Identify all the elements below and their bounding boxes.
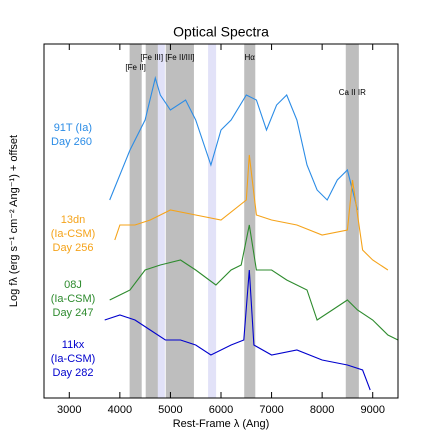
series-label: Day 247 — [53, 307, 94, 319]
shaded-band — [244, 44, 256, 398]
x-tick-label: 5000 — [158, 404, 182, 416]
series-label: 08J — [64, 279, 82, 291]
shaded-band — [145, 44, 158, 398]
band-label: [Fe II] — [125, 63, 145, 72]
band-label: Ca II IR — [339, 88, 366, 97]
series-label: Day 282 — [53, 367, 94, 379]
spectrum-line — [109, 224, 399, 341]
shaded-band — [129, 44, 142, 398]
x-tick-label: 6000 — [209, 404, 233, 416]
x-tick-label: 8000 — [310, 404, 334, 416]
x-axis-label: Rest-Frame λ (Ang) — [173, 418, 270, 430]
series-label: 13dn — [61, 214, 85, 226]
band-label: [Fe II/III] — [165, 53, 194, 62]
x-tick-label: 3000 — [57, 404, 81, 416]
x-tick-label: 9000 — [360, 404, 384, 416]
series-label: 11kx — [62, 339, 85, 351]
series-label: (Ia-CSM) — [51, 293, 96, 305]
series-label: 91T (Ia) — [54, 122, 92, 134]
light-band — [208, 44, 217, 398]
series-label: Day 260 — [51, 136, 92, 148]
spectrum-line — [104, 269, 371, 391]
series-label: Day 256 — [53, 242, 94, 254]
band-label: [Fe III] — [140, 53, 163, 62]
chart-title: Optical Spectra — [173, 24, 269, 40]
band-label: Hα — [245, 53, 256, 62]
spectrum-line — [109, 75, 359, 211]
series-label: (Ia-CSM) — [51, 228, 96, 240]
series-label: (Ia-CSM) — [51, 353, 96, 365]
x-tick-label: 7000 — [259, 404, 283, 416]
y-axis-label: Log fλ (erg s⁻¹ cm⁻² Ang⁻¹) + offset — [8, 135, 20, 307]
shaded-band — [345, 44, 359, 398]
shaded-band — [165, 44, 194, 398]
x-tick-label: 4000 — [108, 404, 132, 416]
spectrum-line — [114, 154, 389, 271]
